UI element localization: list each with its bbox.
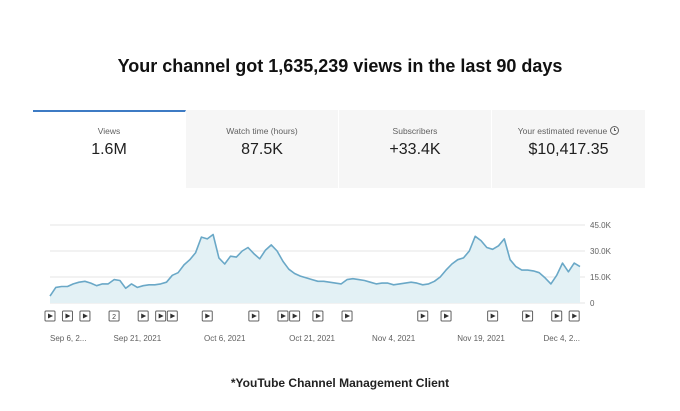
x-tick-label: Oct 6, 2021 <box>204 334 246 343</box>
play-icon <box>141 313 147 319</box>
tab-label: Subscribers <box>392 126 438 136</box>
analytics-card: Views 1.6M Watch time (hours) 87.5K Subs… <box>33 110 645 353</box>
metric-tabs: Views 1.6M Watch time (hours) 87.5K Subs… <box>33 110 645 188</box>
page-title: Your channel got 1,635,239 views in the … <box>117 56 563 76</box>
play-icon <box>525 313 531 319</box>
tab-label: Views <box>97 126 121 136</box>
play-icon <box>345 313 351 319</box>
x-tick-label: Nov 19, 2021 <box>457 334 505 343</box>
play-icon <box>251 313 257 319</box>
tab-label: Your estimated revenue <box>517 126 608 136</box>
y-tick-label: 0 <box>590 299 595 308</box>
tab-value: 1.6M <box>91 141 127 158</box>
caption: *YouTube Channel Management Client <box>230 376 450 390</box>
tab-subscribers[interactable]: Subscribers +33.4K <box>339 110 492 188</box>
play-icon <box>292 313 298 319</box>
play-icon <box>158 313 164 319</box>
x-tick-label: Dec 4, 2... <box>544 334 580 343</box>
play-icon <box>280 313 286 319</box>
play-icon <box>48 313 53 319</box>
tab-revenue[interactable]: Your estimated revenue $10,417.35 <box>492 110 645 188</box>
views-line <box>49 233 581 297</box>
play-icon <box>572 313 578 319</box>
y-tick-label: 30.0K <box>590 247 612 256</box>
views-chart: 0 15.0K 30.0K 45.0K 2 Sep 6, 2... Sep 21, 2021… <box>33 188 645 353</box>
play-icon <box>82 313 88 319</box>
play-icon <box>420 313 426 319</box>
x-tick-label: Oct 21, 2021 <box>289 334 335 343</box>
y-tick-label: 15.0K <box>590 273 612 282</box>
play-icon <box>444 313 450 319</box>
tab-label-wrap: Your estimated revenue <box>492 126 645 136</box>
play-icon <box>65 313 71 319</box>
x-tick-label: Nov 4, 2021 <box>372 334 416 343</box>
play-icon <box>170 313 176 319</box>
info-icon[interactable] <box>610 126 620 135</box>
tab-watch-time[interactable]: Watch time (hours) 87.5K <box>186 110 339 188</box>
views-area <box>50 234 580 303</box>
y-tick-label: 45.0K <box>590 221 612 230</box>
play-icon <box>490 313 496 319</box>
tab-value: +33.4K <box>389 141 441 158</box>
x-tick-label: Sep 21, 2021 <box>114 334 162 343</box>
video-marker[interactable] <box>108 310 120 322</box>
tab-views[interactable]: Views 1.6M <box>33 110 186 188</box>
tab-label: Watch time (hours) <box>226 126 298 136</box>
tab-value: $10,417.35 <box>528 141 609 158</box>
play-icon <box>315 313 321 319</box>
views-chart-svg: 0 15.0K 30.0K 45.0K 2 Sep 6, 2... Sep 21, 2021… <box>44 221 612 343</box>
x-tick-label: Sep 6, 2... <box>50 334 86 343</box>
play-icon <box>205 313 211 319</box>
tab-value: 87.5K <box>241 141 283 158</box>
play-icon <box>554 313 560 319</box>
video-marker-count: 2 <box>112 314 116 321</box>
